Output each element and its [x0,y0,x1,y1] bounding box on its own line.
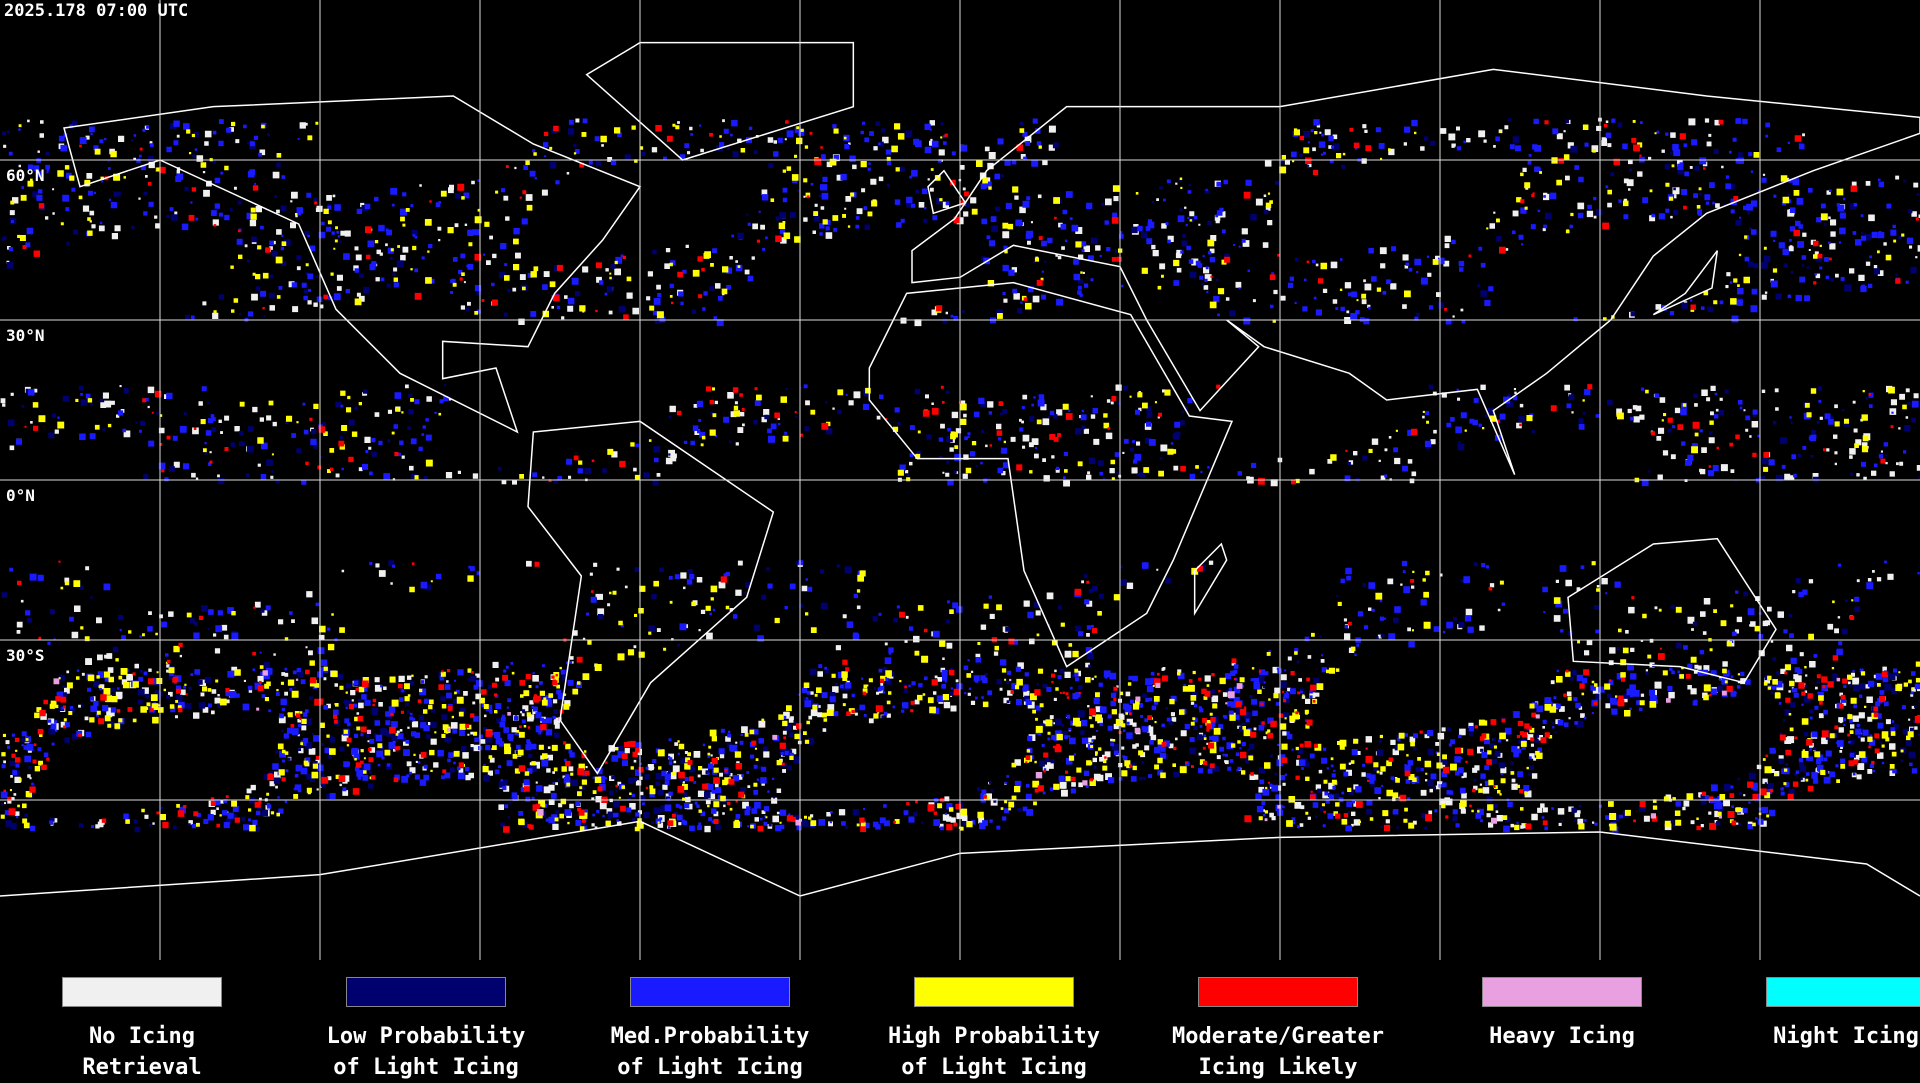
coastline [528,421,773,773]
legend-swatch [346,977,506,1007]
legend-label-line: Med.Probability [568,1021,852,1052]
legend-label-line: of Light Icing [568,1052,852,1083]
legend-label: Heavy Icing [1420,1021,1704,1052]
legend-label-line: Heavy Icing [1420,1021,1704,1052]
latitude-label: 60°N [6,166,45,185]
legend-swatch [1482,977,1642,1007]
legend-label-line: of Light Icing [284,1052,568,1083]
legend-label-line: Night Icing [1704,1021,1920,1052]
legend-label-line: Icing Likely [1136,1052,1420,1083]
legend-label-line: Retrieval [0,1052,284,1083]
latitude-label: 30°S [6,646,45,665]
legend-label-line: No Icing [0,1021,284,1052]
coastline [869,283,1232,667]
legend-label-line: Low Probability [284,1021,568,1052]
legend-swatch [62,977,222,1007]
legend-label-line: of Light Icing [852,1052,1136,1083]
latitude-label: 0°N [6,486,35,505]
coastline [912,69,1920,474]
latitude-label: 30°N [6,326,45,345]
timestamp: 2025.178 07:00 UTC [4,1,188,21]
legend-item: Night Icing [1704,977,1920,1052]
legend-swatch [1198,977,1358,1007]
legend-swatch [1766,977,1920,1007]
icing-speckle [54,670,1841,825]
legend-label-line: High Probability [852,1021,1136,1052]
legend-label: Night Icing [1704,1021,1920,1052]
coastline [1568,539,1776,683]
legend-swatch [630,977,790,1007]
legend-swatch [914,977,1074,1007]
legend-label-line: Moderate/Greater [1136,1021,1420,1052]
coastline [1195,544,1227,613]
map [0,0,1920,960]
legend-item: Heavy Icing [1420,977,1704,1052]
